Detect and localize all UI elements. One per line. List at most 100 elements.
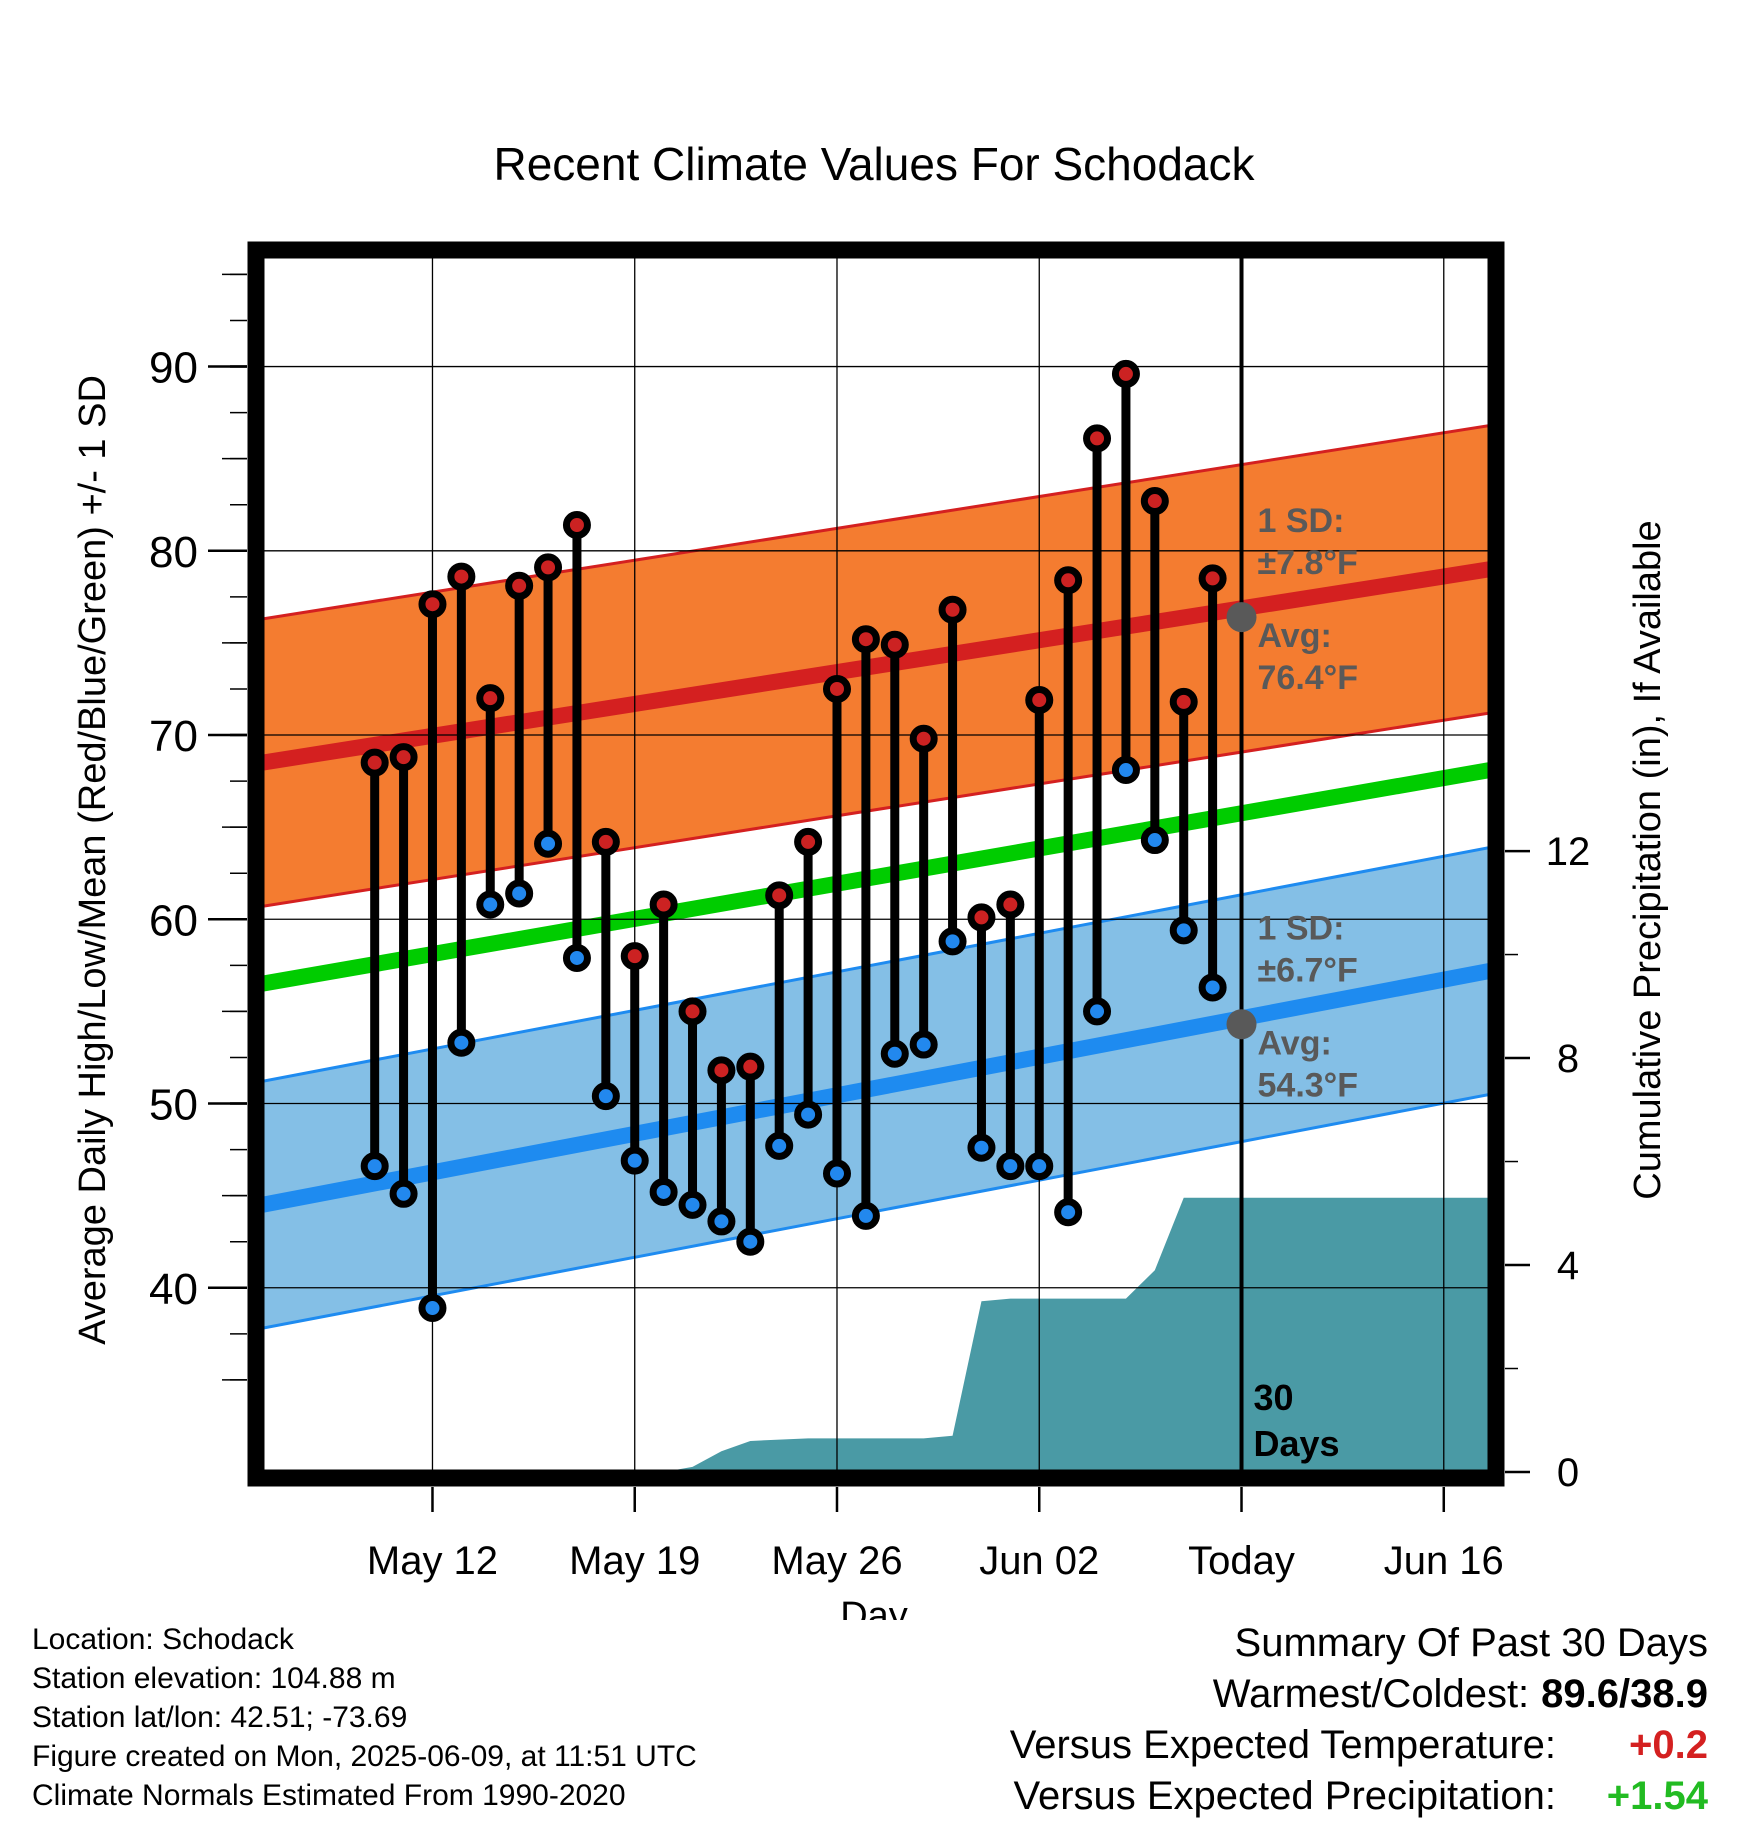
high-temp-point: [476, 684, 505, 713]
low-temp-point: [794, 1100, 823, 1129]
low-temp-point: [996, 1152, 1025, 1181]
precip-value: +1.54: [1606, 1774, 1708, 1818]
high-sd-band-lower-edge: [262, 711, 1490, 908]
high-temp-point: [562, 510, 591, 539]
y2-tick-label: 8: [1557, 1037, 1579, 1081]
low-temp-point: [447, 1028, 476, 1057]
high-temp-point: [620, 942, 649, 971]
low-temp-point: [534, 829, 563, 858]
low-temp-point: [938, 927, 967, 956]
x-tick-label: Jun 02: [979, 1539, 1099, 1583]
low-temp-point: [505, 879, 534, 908]
low-avg-value: 54.3°F: [1258, 1066, 1359, 1104]
high-temp-point: [707, 1056, 736, 1085]
low-sd-value: ±6.7°F: [1258, 951, 1358, 989]
x-tick-label: Jun 16: [1384, 1539, 1504, 1583]
y-tick-label: 40: [149, 1265, 198, 1314]
x-tick-label: May 12: [367, 1539, 498, 1583]
high-temp-point: [418, 590, 447, 619]
high-temp-point: [880, 630, 909, 659]
high-temp-point: [678, 997, 707, 1026]
precip-label: Versus Expected Precipitation:: [1013, 1774, 1556, 1818]
low-temp-point: [1198, 973, 1227, 1002]
high-sd-label: 1 SD:: [1258, 502, 1345, 540]
high-avg-value: 76.4°F: [1258, 659, 1359, 697]
high-temp-point: [360, 748, 389, 777]
high-temp-point: [389, 743, 418, 772]
mean-normal-line: [262, 762, 1490, 992]
x-tick-label: Today: [1188, 1539, 1295, 1583]
days-count-label: 30: [1254, 1377, 1294, 1418]
low-temp-point: [880, 1039, 909, 1068]
y2-tick-label: 0: [1557, 1451, 1579, 1495]
high-sd-value: ±7.8°F: [1258, 544, 1358, 582]
high-temp-point: [505, 571, 534, 600]
x-axis-label: Day: [840, 1595, 908, 1620]
summary-warmest-row: Warmest/Coldest: 89.6/38.9: [1010, 1669, 1708, 1720]
low-avg-marker: [1226, 1009, 1257, 1040]
low-temp-point: [620, 1146, 649, 1175]
low-temp-point: [1169, 916, 1198, 945]
warmest-label: Warmest/Coldest:: [1212, 1672, 1530, 1716]
low-temp-point: [1140, 826, 1169, 855]
low-temp-point: [909, 1030, 938, 1059]
low-temp-point: [967, 1133, 996, 1162]
summary-precip-row: Versus Expected Precipitation: +1.54: [1010, 1771, 1708, 1822]
high-temp-point: [765, 881, 794, 910]
chart-title: Recent Climate Values For Schodack: [493, 138, 1255, 190]
y-tick-label: 50: [149, 1081, 198, 1130]
created-text: Figure created on Mon, 2025-06-09, at 11…: [32, 1740, 697, 1773]
high-avg-marker: [1226, 602, 1257, 633]
high-temp-point: [1083, 424, 1112, 453]
y-tick-label: 90: [149, 344, 198, 393]
high-avg-label: Avg:: [1258, 617, 1332, 655]
low-normal-line: [262, 963, 1490, 1213]
y-axis-label: Average Daily High/Low/Mean (Red/Blue/Gr…: [72, 375, 114, 1345]
low-temp-point: [418, 1294, 447, 1323]
high-temp-point: [1025, 686, 1054, 715]
location-text: Location: Schodack: [32, 1623, 294, 1656]
latlon-text: Station lat/lon: 42.51; -73.69: [32, 1701, 408, 1734]
low-temp-point: [765, 1131, 794, 1160]
normals-text: Climate Normals Estimated From 1990-2020: [32, 1779, 626, 1812]
low-temp-point: [1083, 997, 1112, 1026]
high-temp-point: [447, 562, 476, 591]
y-tick-label: 80: [149, 528, 198, 577]
summary-temp-row: Versus Expected Temperature: +0.2: [1010, 1720, 1708, 1771]
temp-label: Versus Expected Temperature:: [1009, 1723, 1556, 1767]
low-temp-point: [822, 1159, 851, 1188]
high-temp-point: [1198, 564, 1227, 593]
low-temp-point: [360, 1152, 389, 1181]
high-temp-point: [1140, 487, 1169, 516]
low-temp-point: [591, 1082, 620, 1111]
x-tick-label: May 26: [771, 1539, 902, 1583]
high-temp-point: [591, 827, 620, 856]
high-temp-point: [794, 827, 823, 856]
high-temp-point: [851, 625, 880, 654]
summary-panel: Summary Of Past 30 Days Warmest/Coldest:…: [1010, 1618, 1708, 1822]
summary-title: Summary Of Past 30 Days: [1234, 1621, 1708, 1665]
days-word-label: Days: [1254, 1423, 1340, 1464]
y-tick-label: 60: [149, 896, 198, 945]
high-temp-point: [996, 890, 1025, 919]
temp-value: +0.2: [1629, 1723, 1708, 1767]
low-temp-point: [389, 1179, 418, 1208]
low-temp-point: [1025, 1152, 1054, 1181]
plot-frame: [247, 241, 1505, 1487]
y-tick-label: 70: [149, 712, 198, 761]
climate-chart: Recent Climate Values For Schodack Avera…: [72, 138, 1669, 1620]
high-temp-point: [649, 890, 678, 919]
elevation-text: Station elevation: 104.88 m: [32, 1662, 396, 1695]
high-temp-point: [938, 595, 967, 624]
high-temp-point: [909, 724, 938, 753]
high-temp-point: [1054, 566, 1083, 595]
high-temp-point: [736, 1052, 765, 1081]
low-temp-point: [1054, 1198, 1083, 1227]
low-temp-point: [562, 943, 591, 972]
low-temp-point: [736, 1227, 765, 1256]
low-temp-point: [649, 1177, 678, 1206]
high-temp-point: [534, 553, 563, 582]
high-temp-point: [1111, 359, 1140, 388]
x-tick-label: May 19: [569, 1539, 700, 1583]
low-avg-label: Avg:: [1258, 1024, 1332, 1062]
